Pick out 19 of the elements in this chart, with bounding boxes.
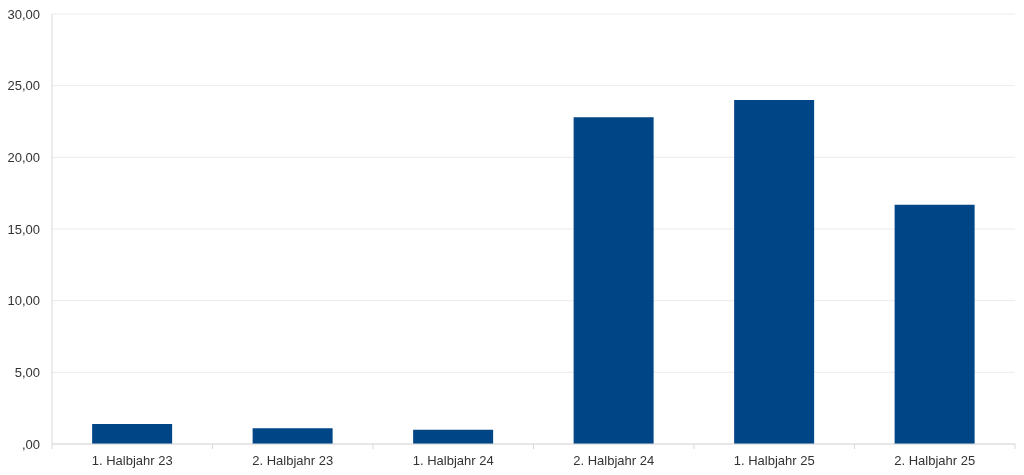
- bar: [92, 423, 173, 444]
- bar: [413, 429, 494, 444]
- y-tick-label: 15,00: [7, 221, 40, 237]
- x-tick-label: 1. Halbjahr 25: [733, 453, 815, 468]
- y-tick-label: 20,00: [7, 149, 40, 165]
- bar: [734, 100, 815, 444]
- x-tick-label: 1. Halbjahr 24: [412, 453, 494, 468]
- y-tick-label: 30,00: [7, 6, 40, 22]
- bar: [894, 204, 975, 444]
- y-tick-label: 10,00: [7, 293, 40, 309]
- bar: [252, 428, 333, 444]
- bar: [573, 117, 654, 444]
- y-tick-label: 25,00: [7, 78, 40, 94]
- x-tick-label: 2. Halbjahr 25: [894, 453, 976, 468]
- x-tick-label: 1. Halbjahr 23: [91, 453, 173, 468]
- y-tick-label: 5,00: [14, 364, 40, 380]
- x-tick-label: 2. Halbjahr 24: [573, 453, 655, 468]
- y-tick-label: ,00: [21, 436, 40, 452]
- x-tick-label: 2. Halbjahr 23: [252, 453, 334, 468]
